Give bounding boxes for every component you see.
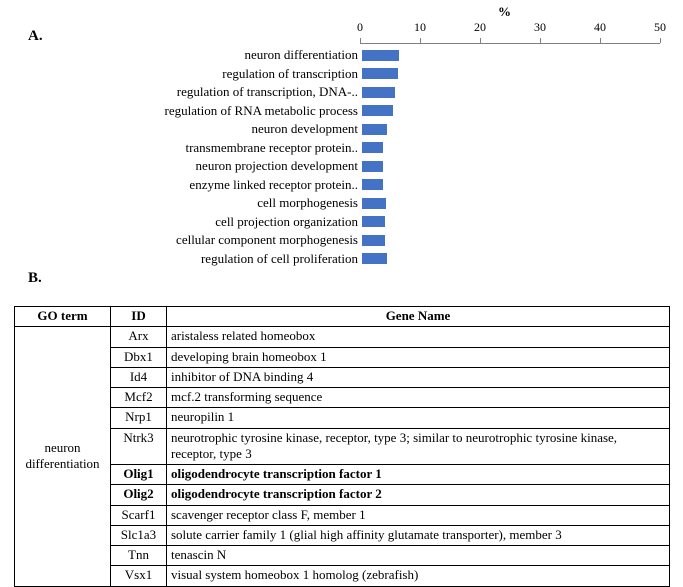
x-tick-label: 20	[474, 20, 486, 35]
cell-go-term: neuron differentiation	[15, 327, 111, 586]
cell-gene-name: aristaless related homeobox	[167, 327, 670, 347]
bar-row: neuron differentiation	[30, 46, 660, 65]
table-row: Scarf1scavenger receptor class F, member…	[15, 505, 670, 525]
x-tick	[420, 38, 421, 43]
bar	[362, 253, 387, 264]
table-row: Tnntenascin N	[15, 546, 670, 566]
table-row: Slc1a3solute carrier family 1 (glial hig…	[15, 525, 670, 545]
cell-gene-name: developing brain homeobox 1	[167, 347, 670, 367]
bar-row: neuron projection development	[30, 157, 660, 176]
bar-row: cell morphogenesis	[30, 194, 660, 213]
table-header-row: GO term ID Gene Name	[15, 307, 670, 327]
bar-row: regulation of transcription	[30, 65, 660, 84]
bar-row: regulation of RNA metabolic process	[30, 102, 660, 121]
table-row: Ntrk3neurotrophic tyrosine kinase, recep…	[15, 428, 670, 465]
th-go-term: GO term	[15, 307, 111, 327]
bar-row: enzyme linked receptor protein..	[30, 176, 660, 195]
bar-label: neuron development	[30, 121, 362, 137]
cell-gene-name: scavenger receptor class F, member 1	[167, 505, 670, 525]
bar-label: regulation of cell proliferation	[30, 251, 362, 267]
cell-id: Id4	[111, 367, 167, 387]
table-row: Nrp1neuropilin 1	[15, 408, 670, 428]
bar	[362, 50, 399, 61]
cell-id: Ntrk3	[111, 428, 167, 465]
x-axis-title: %	[498, 4, 511, 20]
gene-table-wrap: GO term ID Gene Name neuron differentiat…	[14, 306, 670, 587]
x-tick-label: 40	[594, 20, 606, 35]
bar-label: enzyme linked receptor protein..	[30, 177, 362, 193]
x-tick-label: 10	[414, 20, 426, 35]
th-id: ID	[111, 307, 167, 327]
figure-page: A. B. % 01020304050neuron differentiatio…	[0, 0, 683, 572]
table-row: Vsx1visual system homeobox 1 homolog (ze…	[15, 566, 670, 586]
bar	[362, 142, 383, 153]
cell-gene-name: visual system homeobox 1 homolog (zebraf…	[167, 566, 670, 586]
bar-label: regulation of RNA metabolic process	[30, 103, 362, 119]
bar-row: cell projection organization	[30, 213, 660, 232]
cell-id: Slc1a3	[111, 525, 167, 545]
cell-gene-name: solute carrier family 1 (glial high affi…	[167, 525, 670, 545]
cell-id: Arx	[111, 327, 167, 347]
bar-label: regulation of transcription	[30, 66, 362, 82]
bar-label: transmembrane receptor protein..	[30, 140, 362, 156]
bar-label: neuron differentiation	[30, 47, 362, 63]
plot-area: 01020304050neuron differentiationregulat…	[360, 44, 660, 266]
bar	[362, 124, 387, 135]
cell-gene-name: mcf.2 transforming sequence	[167, 388, 670, 408]
bar	[362, 68, 398, 79]
cell-gene-name: neurotrophic tyrosine kinase, receptor, …	[167, 428, 670, 465]
table-row: Olig1oligodendrocyte transcription facto…	[15, 465, 670, 485]
bar-row: neuron development	[30, 120, 660, 139]
table-row: Dbx1developing brain homeobox 1	[15, 347, 670, 367]
cell-id: Tnn	[111, 546, 167, 566]
table-row: Id4inhibitor of DNA binding 4	[15, 367, 670, 387]
x-tick	[480, 38, 481, 43]
table-row: Mcf2mcf.2 transforming sequence	[15, 388, 670, 408]
gene-table: GO term ID Gene Name neuron differentiat…	[14, 306, 670, 587]
cell-gene-name: oligodendrocyte transcription factor 1	[167, 465, 670, 485]
cell-id: Vsx1	[111, 566, 167, 586]
bar-label: regulation of transcription, DNA-..	[30, 84, 362, 100]
x-tick-label: 0	[357, 20, 363, 35]
th-gene: Gene Name	[167, 307, 670, 327]
bar-row: regulation of transcription, DNA-..	[30, 83, 660, 102]
bar-row: cellular component morphogenesis	[30, 231, 660, 250]
go-term-bar-chart: % 01020304050neuron differentiationregul…	[30, 4, 670, 284]
table-row: Olig2oligodendrocyte transcription facto…	[15, 485, 670, 505]
cell-gene-name: inhibitor of DNA binding 4	[167, 367, 670, 387]
bar	[362, 179, 383, 190]
bar	[362, 87, 395, 98]
cell-gene-name: oligodendrocyte transcription factor 2	[167, 485, 670, 505]
cell-id: Olig2	[111, 485, 167, 505]
bar	[362, 105, 393, 116]
bar	[362, 216, 385, 227]
x-tick	[660, 38, 661, 43]
table-row: neuron differentiationArxaristaless rela…	[15, 327, 670, 347]
x-axis-line	[360, 43, 660, 44]
bar-label: cell projection organization	[30, 214, 362, 230]
x-tick-label: 30	[534, 20, 546, 35]
bar	[362, 235, 385, 246]
bar	[362, 198, 386, 209]
cell-gene-name: neuropilin 1	[167, 408, 670, 428]
bar-row: regulation of cell proliferation	[30, 250, 660, 269]
cell-id: Olig1	[111, 465, 167, 485]
table-body: neuron differentiationArxaristaless rela…	[15, 327, 670, 586]
x-tick-label: 50	[654, 20, 666, 35]
cell-id: Dbx1	[111, 347, 167, 367]
cell-gene-name: tenascin N	[167, 546, 670, 566]
x-tick	[600, 38, 601, 43]
x-tick	[540, 38, 541, 43]
bar-label: cellular component morphogenesis	[30, 232, 362, 248]
cell-id: Mcf2	[111, 388, 167, 408]
x-tick	[360, 38, 361, 43]
cell-id: Scarf1	[111, 505, 167, 525]
bar-label: neuron projection development	[30, 158, 362, 174]
cell-id: Nrp1	[111, 408, 167, 428]
bar-label: cell morphogenesis	[30, 195, 362, 211]
bar	[362, 161, 383, 172]
bar-row: transmembrane receptor protein..	[30, 139, 660, 158]
